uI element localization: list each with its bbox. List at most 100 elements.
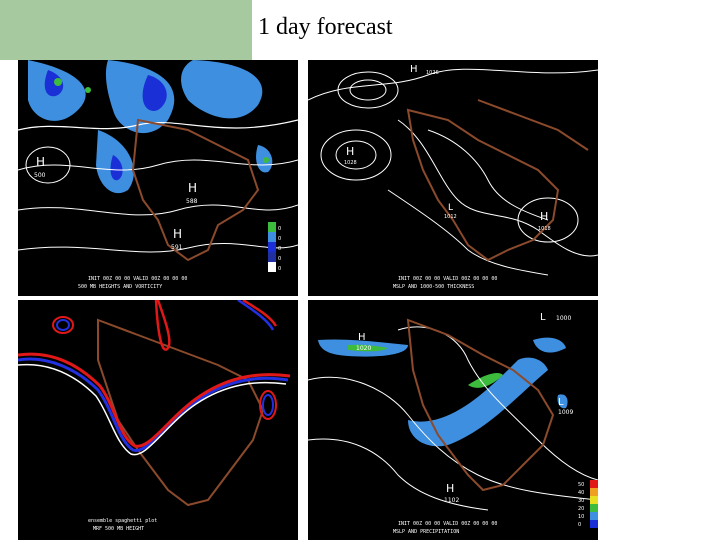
pressure-value: 588 — [186, 198, 198, 205]
continent-outline — [406, 108, 560, 262]
vorticity-max — [54, 78, 62, 86]
pressure-value: 500 — [34, 172, 46, 179]
panel-caption: MRF 500 MB HEIGHT — [93, 526, 144, 532]
continent-outline — [477, 99, 589, 151]
height-contour — [18, 204, 298, 216]
legend-swatch — [268, 242, 276, 252]
isobar — [308, 376, 598, 501]
spaghetti-contour — [242, 300, 278, 327]
continent-outline — [406, 318, 555, 492]
pressure-value: 1000 — [556, 315, 571, 322]
pressure-value: 1026 — [426, 70, 439, 76]
height-contour — [18, 242, 298, 253]
map-panel-mslp: H 1026 H 1018 L 1012 H 1028 INIT 00Z 00 … — [308, 60, 598, 296]
panel-caption: INIT 00Z 00 00 VALID 00Z 00 00 00 — [398, 276, 497, 282]
high-pressure-symbol: H — [346, 145, 354, 158]
pressure-value: 1012 — [444, 214, 457, 220]
panel-caption: 500 MB HEIGHTS AND VORTICITY — [78, 284, 162, 290]
high-pressure-symbol: H — [446, 482, 454, 495]
legend-label: 30 — [578, 498, 584, 504]
vorticity-area — [110, 155, 123, 181]
legend-swatch — [590, 480, 598, 488]
vorticity-map: 0 0 0 0 0 H 500 H 588 H 591 INIT 00Z 00 … — [18, 60, 298, 290]
spaghetti-map: ensemble spaghetti plot MRF 500 MB HEIGH… — [18, 300, 291, 532]
map-panel-spaghetti: ensemble spaghetti plot MRF 500 MB HEIGH… — [18, 300, 298, 540]
isobar — [337, 71, 399, 109]
height-contour — [25, 146, 71, 184]
legend-swatch — [268, 232, 276, 242]
vorticity-area — [142, 75, 167, 111]
pressure-value: 1018 — [538, 226, 551, 232]
mslp-map: H 1026 H 1018 L 1012 H 1028 INIT 00Z 00 … — [308, 64, 598, 290]
legend-label: 20 — [578, 506, 584, 512]
legend-swatch — [268, 252, 276, 262]
panel-caption: MSLP AND 1000-500 THICKNESS — [393, 284, 474, 290]
slide-title: 1 day forecast — [258, 14, 393, 40]
legend-swatch — [268, 222, 276, 232]
legend-label: 0 — [578, 522, 581, 528]
low-pressure-symbol: L — [448, 203, 453, 213]
legend-label: 0 — [278, 246, 281, 252]
legend-swatch — [590, 520, 598, 528]
height-contour — [18, 159, 298, 171]
panel-caption: MSLP AND PRECIPITATION — [393, 529, 459, 535]
legend-swatch — [590, 504, 598, 512]
vorticity-max — [263, 157, 269, 163]
precip-area — [468, 373, 503, 388]
legend-swatch — [590, 488, 598, 496]
isobar — [335, 140, 377, 170]
precip-area — [533, 337, 566, 353]
legend-label: 40 — [578, 490, 584, 496]
precip-area — [348, 344, 388, 352]
low-pressure-symbol: L — [540, 312, 546, 323]
spaghetti-contour — [52, 316, 74, 334]
low-pressure-symbol: L — [558, 397, 564, 408]
legend-label: 10 — [578, 514, 584, 520]
spaghetti-contour — [18, 352, 291, 448]
spaghetti-contour — [259, 390, 277, 420]
panel-caption: INIT 00Z 00 00 VALID 00Z 00 00 00 — [88, 276, 187, 282]
legend-label: 50 — [578, 482, 584, 488]
spaghetti-contour — [56, 319, 70, 331]
vorticity-area — [105, 60, 175, 134]
vorticity-area — [44, 70, 64, 97]
spaghetti-contour — [18, 357, 289, 452]
spaghetti-contour — [237, 300, 275, 331]
isobar — [308, 438, 489, 511]
precipitation-map: 50 40 30 20 10 0 L 1000 H 1020 L 1009 H … — [308, 312, 598, 535]
isobar — [387, 189, 549, 276]
high-pressure-symbol: H — [173, 227, 182, 241]
legend-label: 0 — [278, 256, 281, 262]
pressure-value: 1028 — [344, 160, 357, 166]
legend-swatch — [590, 496, 598, 504]
high-pressure-symbol: H — [36, 155, 45, 169]
panel-caption: INIT 00Z 00 00 VALID 00Z 00 00 00 — [398, 521, 497, 527]
pressure-value: 591 — [171, 244, 183, 251]
isobar — [517, 197, 579, 243]
isobar — [320, 129, 392, 181]
isobar — [427, 129, 549, 221]
map-panel-precipitation: 50 40 30 20 10 0 L 1000 H 1020 L 1009 H … — [308, 300, 598, 540]
high-pressure-symbol: H — [410, 64, 418, 75]
legend-swatch — [268, 262, 276, 272]
precip-area — [408, 357, 548, 447]
pressure-value: 1020 — [356, 345, 371, 352]
vorticity-max — [85, 87, 91, 93]
pressure-value: 1009 — [558, 409, 573, 416]
legend-swatch — [590, 512, 598, 520]
isobar — [308, 68, 598, 101]
precip-area — [557, 394, 568, 409]
spaghetti-contour — [262, 394, 274, 416]
high-pressure-symbol: H — [358, 332, 366, 343]
isobar — [349, 79, 387, 101]
spaghetti-contour — [154, 300, 171, 351]
high-pressure-symbol: H — [188, 181, 197, 195]
high-pressure-symbol: H — [540, 210, 548, 223]
title-accent-block — [0, 0, 252, 60]
legend-label: 0 — [278, 226, 281, 232]
spaghetti-contour — [18, 363, 287, 456]
vorticity-area — [181, 60, 263, 119]
isobar — [397, 119, 598, 257]
panel-caption: ensemble spaghetti plot — [88, 518, 157, 524]
map-panel-500mb-vorticity: 0 0 0 0 0 H 500 H 588 H 591 INIT 00Z 00 … — [18, 60, 298, 296]
